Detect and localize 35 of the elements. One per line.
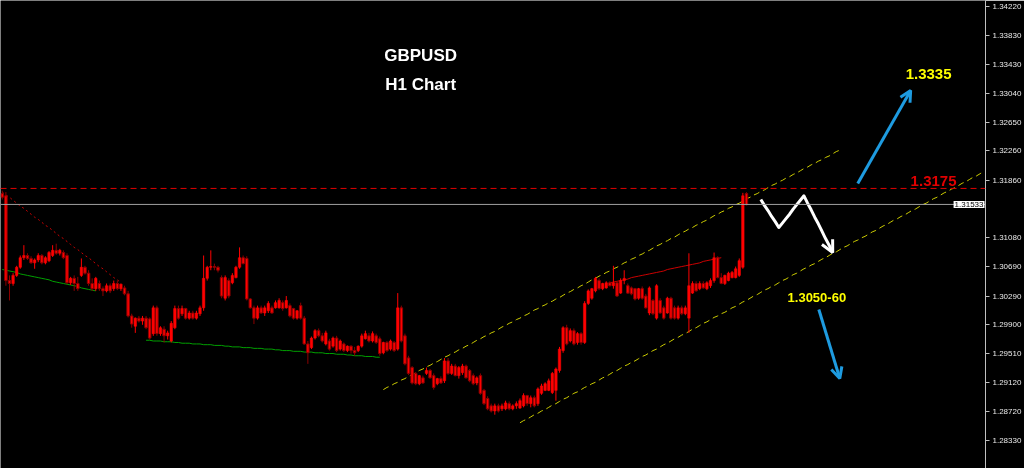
annotation: 1.3050-60 <box>787 290 847 305</box>
y-tick-label: 1.31860 <box>992 175 1022 185</box>
ref-line-label: 1.3175 <box>910 172 957 190</box>
y-tick-label: 1.33040 <box>992 88 1022 98</box>
line-series <box>609 257 722 284</box>
candlestick <box>712 252 716 284</box>
candlestick <box>79 257 83 278</box>
y-tick-label: 1.29120 <box>992 377 1022 387</box>
y-tick-label: 1.28330 <box>992 435 1022 445</box>
text: H1 Chart <box>385 75 457 94</box>
y-tick-label: 1.30690 <box>992 262 1022 272</box>
candlestick <box>223 274 227 301</box>
y-tick-label: 1.29900 <box>992 320 1022 330</box>
annotation: 1.3335 <box>905 64 952 82</box>
candlestick <box>101 285 105 297</box>
y-tick-label: 1.31080 <box>992 233 1022 243</box>
candlestick <box>349 344 353 355</box>
y-tick-label: 1.30290 <box>992 291 1022 301</box>
line-series <box>1 269 97 292</box>
y-tick-label: 1.32260 <box>992 146 1022 156</box>
y-tick-label: 1.34220 <box>992 1 1022 11</box>
candlestick <box>227 277 231 299</box>
y-tick-label: 1.33830 <box>992 30 1022 40</box>
y-tick-label: 1.32650 <box>992 117 1022 127</box>
line-series <box>1 191 122 284</box>
candlestick <box>219 274 224 299</box>
y-tick-label: 1.33430 <box>992 60 1022 70</box>
candlestick <box>669 296 673 321</box>
line-series <box>145 339 381 358</box>
text: GBPUSD <box>384 46 458 65</box>
y-tick-label: 1.29510 <box>992 349 1022 359</box>
ref-line-label: 1.31533 <box>954 199 985 209</box>
candlestick <box>162 325 166 343</box>
candlestick <box>536 386 540 407</box>
y-tick-label: 1.28720 <box>992 407 1022 417</box>
